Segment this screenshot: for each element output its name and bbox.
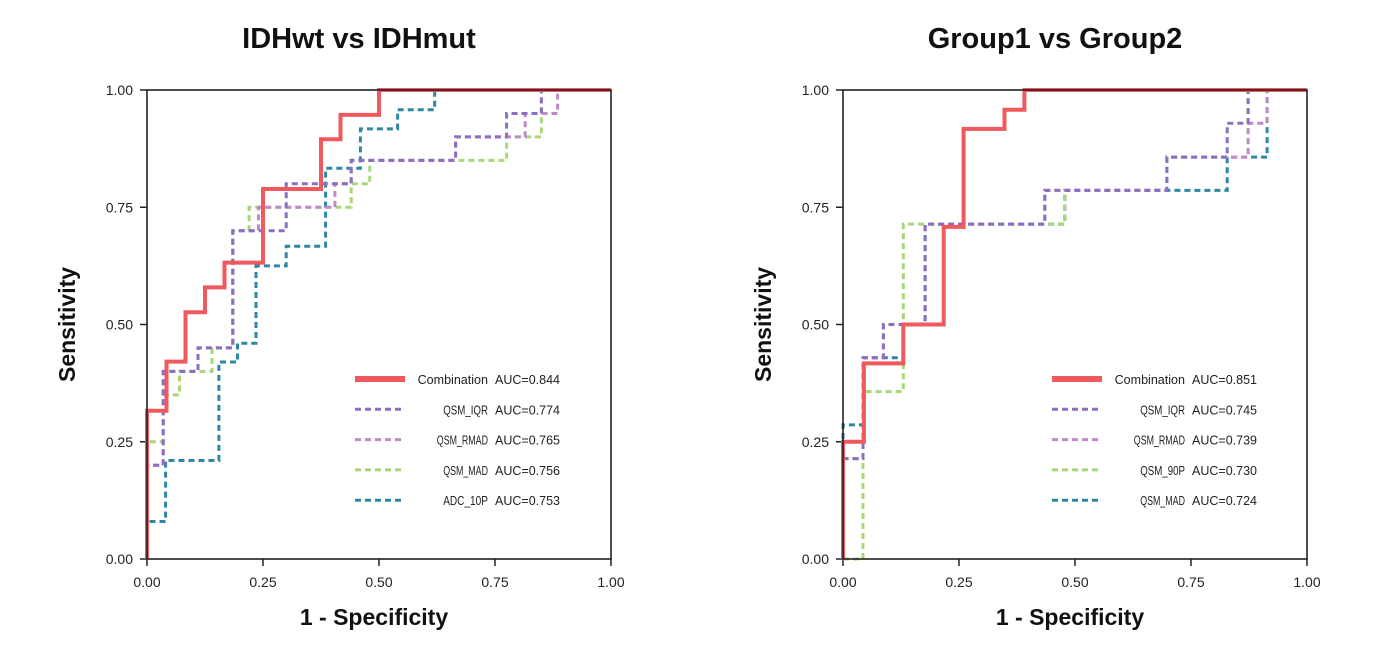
- chart-title: IDHwt vs IDHmut: [242, 23, 476, 55]
- roc-curve-qsm-iqr: [145, 88, 611, 559]
- legend-label: QSM_IQR: [1140, 403, 1185, 417]
- y-axis-label: Sensitivity: [54, 267, 80, 382]
- x-tick-label: 0.25: [249, 574, 276, 590]
- legend-auc: AUC=0.756: [495, 464, 560, 478]
- legend-auc: AUC=0.745: [1192, 403, 1257, 417]
- legend: Combination AUC=0.844 QSM_IQR AUC=0.774 QSM_…: [355, 373, 560, 508]
- y-tick-label: 0.25: [802, 434, 829, 450]
- legend-label: Combination: [1115, 373, 1185, 387]
- roc-panel-2: Group1 vs Group2 1 - Specificity Sensitivi…: [750, 23, 1321, 630]
- legend-label: QSM_IQR: [443, 403, 488, 417]
- roc-curve-combination: [145, 88, 611, 559]
- x-tick-label: 0.75: [481, 574, 508, 590]
- y-tick-label: 1.00: [802, 82, 829, 98]
- legend-auc: AUC=0.765: [495, 434, 560, 448]
- legend-auc: AUC=0.851: [1192, 373, 1257, 387]
- legend-label: Combination: [418, 373, 488, 387]
- y-tick-label: 0.75: [106, 199, 133, 215]
- y-tick-label: 0.50: [802, 317, 829, 333]
- x-axis-label: 1 - Specificity: [996, 604, 1144, 630]
- x-tick-label: 0.50: [365, 574, 392, 590]
- x-tick-label: 0.00: [829, 574, 856, 590]
- legend-label: QSM_MAD: [1140, 494, 1185, 508]
- roc-curve-qsm-mad: [841, 88, 1307, 559]
- y-tick-label: 0.50: [106, 317, 133, 333]
- x-tick-label: 0.75: [1177, 574, 1204, 590]
- roc-curve-qsm-90p: [843, 88, 1307, 561]
- legend-auc: AUC=0.774: [495, 403, 560, 417]
- x-tick-label: 1.00: [1293, 574, 1320, 590]
- y-tick-label: 0.25: [106, 434, 133, 450]
- y-tick-label: 0.00: [802, 551, 829, 567]
- plot-frame: [146, 89, 612, 560]
- legend-label: QSM_RMAD: [1134, 434, 1185, 448]
- legend-auc: AUC=0.724: [1192, 494, 1257, 508]
- legend-label: QSM_RMAD: [437, 434, 488, 448]
- x-tick-label: 1.00: [597, 574, 624, 590]
- roc-curve-combination: [841, 88, 1307, 559]
- legend-label: QSM_MAD: [443, 464, 488, 478]
- legend-label: QSM_90P: [1140, 464, 1185, 478]
- x-tick-label: 0.00: [133, 574, 160, 590]
- legend-label: ADC_10P: [443, 494, 488, 508]
- x-tick-label: 0.25: [945, 574, 972, 590]
- chart-title: Group1 vs Group2: [928, 23, 1183, 55]
- roc-curve-adc-10p: [145, 88, 611, 559]
- legend: Combination AUC=0.851 QSM_IQR AUC=0.745 QSM_…: [1052, 373, 1257, 508]
- legend-auc: AUC=0.753: [495, 494, 560, 508]
- roc-panel-1: IDHwt vs IDHmut 1 - Specificity Sensitivit…: [54, 23, 625, 630]
- legend-auc: AUC=0.730: [1192, 464, 1257, 478]
- y-tick-label: 0.75: [802, 199, 829, 215]
- legend-auc: AUC=0.739: [1192, 434, 1257, 448]
- x-axis-label: 1 - Specificity: [300, 604, 448, 630]
- x-tick-label: 0.50: [1061, 574, 1088, 590]
- legend-auc: AUC=0.844: [495, 373, 560, 387]
- y-tick-label: 1.00: [106, 82, 133, 98]
- y-tick-label: 0.00: [106, 551, 133, 567]
- y-axis-label: Sensitivity: [750, 267, 776, 382]
- plot-frame: [842, 89, 1308, 560]
